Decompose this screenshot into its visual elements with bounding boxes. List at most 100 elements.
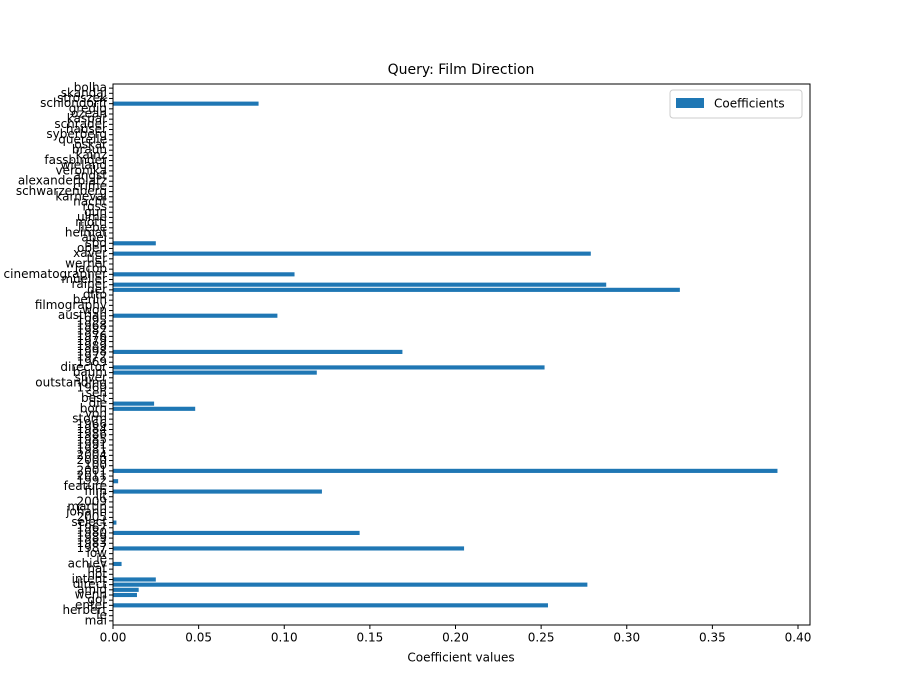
bar	[113, 370, 317, 375]
x-tick-label: 0.30	[613, 631, 640, 645]
y-tick-label: angst	[73, 169, 107, 183]
legend-swatch	[676, 98, 704, 108]
x-axis-label: Coefficient values	[407, 651, 514, 665]
y-tick-label: tier	[87, 251, 107, 265]
x-tick-label: 0.25	[528, 631, 555, 645]
bar	[113, 520, 117, 525]
y-tick-label: director	[60, 360, 107, 374]
y-tick-label: karneval	[55, 189, 107, 203]
y-tick-label: ie	[96, 551, 107, 565]
y-tick-label: 1984	[76, 422, 107, 436]
y-tick-label: 100	[84, 458, 107, 472]
y-tick-label: hauser	[66, 122, 107, 136]
y-tick-label: stroszek	[57, 91, 107, 105]
y-tick-label: rainer	[71, 277, 107, 291]
bar	[113, 287, 680, 292]
y-tick-label: mai	[85, 613, 107, 627]
y-tick-label: sen	[86, 386, 107, 400]
y-tick-label: kainz	[76, 148, 107, 162]
y-tick-label: abel	[81, 231, 107, 245]
y-tick-label: 2001	[76, 463, 107, 477]
y-tick-label: 2009	[76, 494, 107, 508]
y-tick-label: mueller	[61, 272, 107, 286]
y-tick-label: schwarzenberg	[16, 184, 107, 198]
y-tick-label: outstanding	[35, 375, 107, 389]
axes-frame	[112, 83, 811, 626]
y-tick-label: mottl	[75, 215, 107, 229]
y-tick-label: low	[87, 546, 108, 560]
y-tick-label: werner	[65, 256, 107, 270]
bar	[113, 365, 545, 370]
y-tick-label: 1992	[76, 474, 107, 488]
y-tick-label: born	[80, 401, 107, 415]
y-tick-label: veronika	[55, 163, 107, 177]
bar	[113, 401, 155, 406]
y-tick-label: 1991	[76, 438, 107, 452]
y-tick-label: 2000	[76, 453, 107, 467]
y-tick-label: cinematographer	[4, 267, 108, 281]
y-tick-label: skandal	[61, 86, 107, 100]
y-tick-label: querelle	[58, 132, 107, 146]
y-tick-label: schrader	[54, 117, 107, 131]
chart-title: Query: Film Direction	[388, 62, 535, 78]
y-tick-label: 1987	[76, 541, 107, 555]
y-tick-label: won	[82, 303, 107, 317]
y-tick-label: berlin	[73, 293, 107, 307]
y-tick-label: select	[71, 515, 107, 529]
bar	[113, 546, 465, 551]
y-tick-label: gredig	[69, 101, 107, 115]
legend-box	[669, 89, 803, 119]
y-tick-label: von	[85, 406, 107, 420]
bar	[113, 561, 122, 567]
y-tick-label: direct	[73, 577, 108, 591]
y-tick-label: martin	[67, 500, 107, 514]
y-tick-label: 1967	[76, 520, 107, 534]
y-tick-label: baum	[73, 365, 107, 379]
bar	[113, 577, 156, 582]
y-tick-label: otto	[83, 288, 107, 302]
x-tick-label: 0.00	[100, 631, 127, 645]
bar	[113, 251, 591, 256]
y-tick-label: herbert	[62, 603, 107, 617]
y-tick-label: lit	[96, 489, 108, 503]
y-tick-label: hat	[87, 562, 107, 576]
y-tick-label: ozean	[71, 106, 107, 120]
y-tick-label: 1981	[76, 443, 107, 457]
legend-label: Coefficients	[714, 97, 785, 111]
y-tick-label: amid	[77, 582, 107, 596]
y-tick-label: 1989	[76, 339, 107, 353]
y-tick-label: ulme	[77, 210, 107, 224]
y-tick-label: 1998	[76, 344, 107, 358]
x-tick-label: 0.05	[185, 631, 212, 645]
y-tick-label: 1966	[76, 417, 107, 431]
bar	[113, 592, 137, 598]
y-tick-label: die	[89, 396, 107, 410]
y-tick-label: crime	[73, 179, 107, 193]
bar	[113, 582, 588, 587]
y-tick-label: storm	[72, 412, 107, 426]
y-tick-label: 1980	[76, 525, 107, 539]
y-tick-label: 1989	[76, 531, 107, 545]
y-tick-label: sbd	[86, 236, 108, 250]
y-tick-label: nacht	[73, 194, 107, 208]
bar	[113, 101, 259, 106]
y-tick-label: enter	[75, 598, 107, 612]
y-tick-label: 2011	[76, 469, 107, 483]
y-tick-label: jacob	[74, 262, 107, 276]
y-tick-label: got	[87, 593, 107, 607]
y-tick-label: 2005	[76, 510, 107, 524]
y-tick-label: oben	[77, 241, 107, 255]
y-tick-label: johann	[65, 505, 107, 519]
y-tick-label: filmography	[35, 298, 107, 312]
y-tick-label: austrian	[58, 308, 107, 322]
y-tick-label: wieland	[61, 158, 107, 172]
bar	[113, 603, 548, 608]
y-tick-label: not	[87, 567, 107, 581]
y-tick-label: 1972	[76, 350, 107, 364]
bar	[113, 468, 778, 473]
y-tick-label: xaver	[73, 246, 107, 260]
y-tick-label: syberberg	[46, 127, 107, 141]
y-tick-label: alexanderplatz	[18, 174, 107, 188]
y-tick-label: best	[81, 391, 107, 405]
y-tick-label: wenn	[75, 588, 107, 602]
